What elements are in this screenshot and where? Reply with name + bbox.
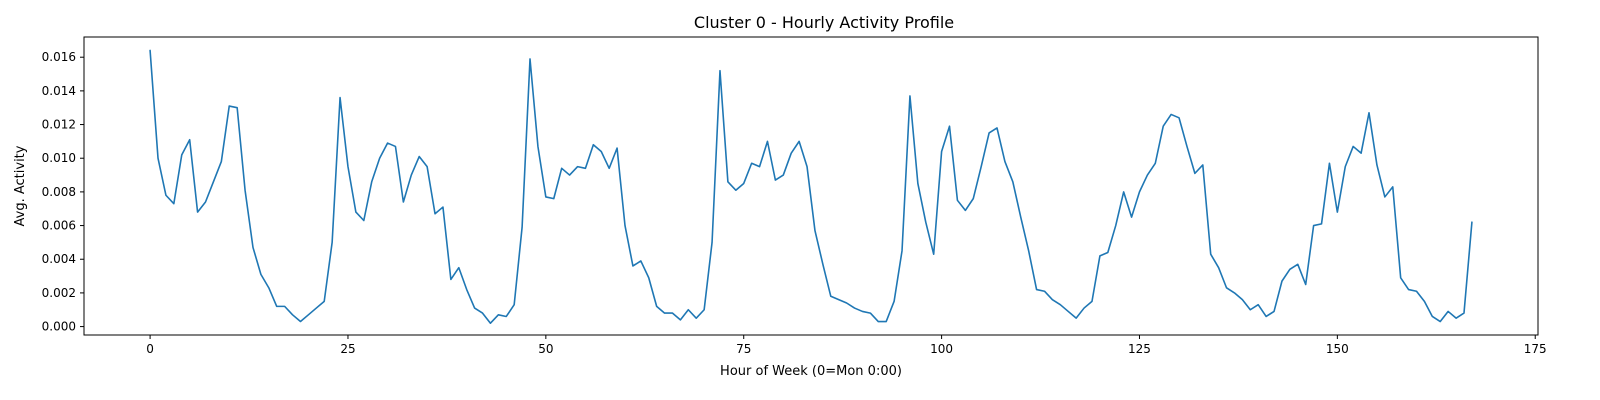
x-tick-label: 100	[930, 342, 953, 356]
plot-frame	[83, 36, 1539, 336]
x-axis-ticks: 0 25 50 75 100 125 150 175	[146, 335, 1547, 356]
x-tick-label: 0	[146, 342, 154, 356]
x-tick-label: 75	[736, 342, 751, 356]
y-tick-label: 0.004	[42, 252, 76, 266]
y-tick-label: 0.000	[42, 320, 76, 334]
y-tick-label: 0.016	[42, 50, 76, 64]
y-axis-ticks: 0.000 0.002 0.004 0.006 0.008 0.010 0.012 0.014…	[42, 50, 84, 334]
chart-title: Cluster 0 - Hourly Activity Profile	[694, 13, 954, 32]
y-tick-label: 0.014	[42, 84, 76, 98]
x-tick-label: 175	[1524, 342, 1547, 356]
x-tick-label: 150	[1326, 342, 1349, 356]
y-tick-label: 0.012	[42, 118, 76, 132]
y-axis-label: Avg. Activity	[13, 145, 28, 226]
y-tick-label: 0.006	[42, 219, 76, 233]
x-tick-label: 50	[538, 342, 553, 356]
y-tick-label: 0.010	[42, 151, 76, 165]
x-tick-label: 125	[1128, 342, 1151, 356]
x-tick-label: 25	[340, 342, 355, 356]
y-tick-label: 0.002	[42, 286, 76, 300]
y-tick-label: 0.008	[42, 185, 76, 199]
x-axis-label: Hour of Week (0=Mon 0:00)	[720, 364, 902, 379]
series-line	[149, 49, 1473, 325]
